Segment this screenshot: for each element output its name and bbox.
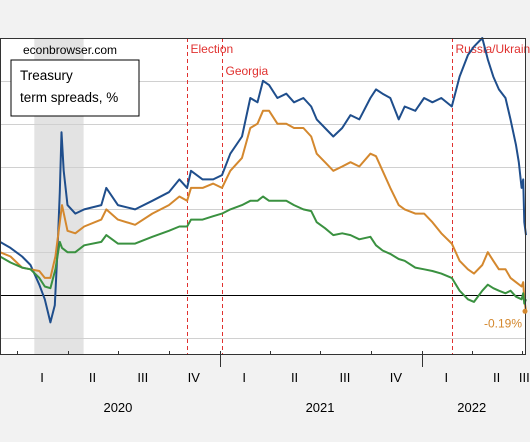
quarter-label: I	[242, 370, 246, 385]
year-label: 2021	[306, 400, 335, 415]
end-point-marker	[522, 308, 528, 314]
quarter-label: I	[444, 370, 448, 385]
quarter-label: III	[340, 370, 351, 385]
event-label: Russia/Ukraine	[456, 42, 530, 56]
quarter-label: II	[291, 370, 298, 385]
quarter-label: III	[519, 370, 530, 385]
year-label: 2022	[457, 400, 486, 415]
title-box-frame	[10, 59, 140, 117]
quarter-label: IV	[390, 370, 403, 385]
quarter-label: II	[493, 370, 500, 385]
chart-title-line-1: Treasury	[20, 68, 73, 83]
end-value-label: -0.19%	[484, 316, 522, 330]
annotations-layer: -0.19%	[484, 308, 528, 330]
series-line-2	[0, 109, 527, 312]
quarter-label: I	[40, 370, 44, 385]
event-lines-layer: Election Georgia Russia/Ukraine	[187, 38, 530, 355]
title-box: Treasury term spreads, %	[10, 59, 140, 117]
event-label: Georgia	[226, 64, 269, 78]
quarter-label: II	[89, 370, 96, 385]
watermark-text: econbrowser.com	[23, 43, 117, 57]
chart-title-line-2: term spreads, %	[20, 90, 118, 105]
series-layer	[0, 37, 527, 324]
quarter-label: IV	[188, 370, 201, 385]
event-label: Election	[191, 42, 234, 56]
plot-frame	[0, 38, 526, 355]
quarter-label: III	[137, 370, 148, 385]
series-line-1	[0, 37, 527, 324]
series-line-3	[0, 195, 527, 305]
year-label: 2020	[103, 400, 132, 415]
